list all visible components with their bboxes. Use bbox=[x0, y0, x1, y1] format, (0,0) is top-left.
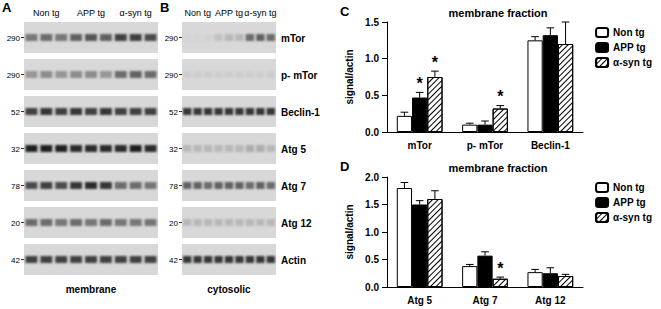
svg-text:APP tg: APP tg bbox=[613, 42, 646, 53]
svg-text:78: 78 bbox=[11, 182, 20, 191]
svg-text:p- mTor: p- mTor bbox=[281, 70, 318, 81]
svg-text:Actin: Actin bbox=[281, 255, 306, 266]
svg-text:42: 42 bbox=[11, 256, 20, 265]
svg-text:Atg 7: Atg 7 bbox=[473, 295, 498, 306]
svg-text:APP tg: APP tg bbox=[77, 8, 105, 18]
svg-text:Atg 12: Atg 12 bbox=[535, 295, 566, 306]
svg-text:Atg 7: Atg 7 bbox=[281, 181, 306, 192]
svg-text:290: 290 bbox=[165, 34, 179, 43]
svg-text:290: 290 bbox=[7, 34, 21, 43]
svg-text:α-syn tg: α-syn tg bbox=[120, 8, 152, 18]
svg-text:Non tg: Non tg bbox=[613, 27, 645, 38]
svg-text:52: 52 bbox=[11, 108, 20, 117]
svg-text:32: 32 bbox=[11, 145, 20, 154]
svg-text:20: 20 bbox=[11, 219, 20, 228]
svg-text:42: 42 bbox=[169, 256, 178, 265]
svg-text:0.5: 0.5 bbox=[365, 90, 379, 101]
svg-text:Atg 5: Atg 5 bbox=[407, 295, 432, 306]
svg-text:mTor: mTor bbox=[408, 140, 432, 151]
svg-text:mTor: mTor bbox=[281, 33, 305, 44]
svg-text:APP tg: APP tg bbox=[215, 8, 243, 18]
svg-text:signal/actin: signal/actin bbox=[344, 49, 355, 104]
svg-text:290: 290 bbox=[165, 71, 179, 80]
svg-text:membrane fraction: membrane fraction bbox=[448, 7, 547, 19]
svg-text:Beclin-1: Beclin-1 bbox=[531, 140, 570, 151]
svg-text:membrane: membrane bbox=[66, 284, 117, 295]
svg-text:1.5: 1.5 bbox=[365, 17, 379, 28]
svg-text:0.5: 0.5 bbox=[365, 254, 379, 265]
svg-text:cytosolic: cytosolic bbox=[207, 284, 251, 295]
svg-text:α-syn tg: α-syn tg bbox=[613, 212, 652, 223]
svg-text:signal/actin: signal/actin bbox=[344, 204, 355, 259]
svg-text:1.0: 1.0 bbox=[365, 227, 379, 238]
svg-text:*: * bbox=[417, 75, 424, 92]
svg-text:20: 20 bbox=[169, 219, 178, 228]
svg-text:Non tg: Non tg bbox=[33, 8, 60, 18]
svg-text:1.0: 1.0 bbox=[365, 53, 379, 64]
svg-text:32: 32 bbox=[169, 145, 178, 154]
svg-text:*: * bbox=[432, 54, 439, 71]
svg-text:membrane fraction: membrane fraction bbox=[448, 162, 547, 174]
svg-text:Non tg: Non tg bbox=[613, 182, 645, 193]
svg-text:C: C bbox=[340, 4, 350, 19]
svg-text:78: 78 bbox=[169, 182, 178, 191]
svg-text:APP tg: APP tg bbox=[613, 197, 646, 208]
svg-text:Beclin-1: Beclin-1 bbox=[281, 107, 320, 118]
svg-text:*: * bbox=[497, 88, 504, 105]
svg-text:Atg 12: Atg 12 bbox=[281, 218, 312, 229]
svg-text:290: 290 bbox=[7, 71, 21, 80]
svg-text:Atg 5: Atg 5 bbox=[281, 144, 306, 155]
svg-text:0.0: 0.0 bbox=[365, 127, 379, 138]
svg-text:Non tg: Non tg bbox=[184, 8, 211, 18]
svg-text:*: * bbox=[497, 260, 504, 277]
svg-text:2.0: 2.0 bbox=[365, 172, 379, 183]
svg-text:B: B bbox=[160, 0, 169, 15]
svg-text:A: A bbox=[2, 0, 12, 15]
svg-text:α-syn tg: α-syn tg bbox=[613, 57, 652, 68]
svg-text:52: 52 bbox=[169, 108, 178, 117]
svg-text:α-syn tg: α-syn tg bbox=[244, 8, 276, 18]
svg-text:D: D bbox=[340, 159, 349, 174]
svg-text:0.0: 0.0 bbox=[365, 282, 379, 293]
svg-text:p- mTor: p- mTor bbox=[467, 140, 504, 151]
svg-text:1.5: 1.5 bbox=[365, 199, 379, 210]
